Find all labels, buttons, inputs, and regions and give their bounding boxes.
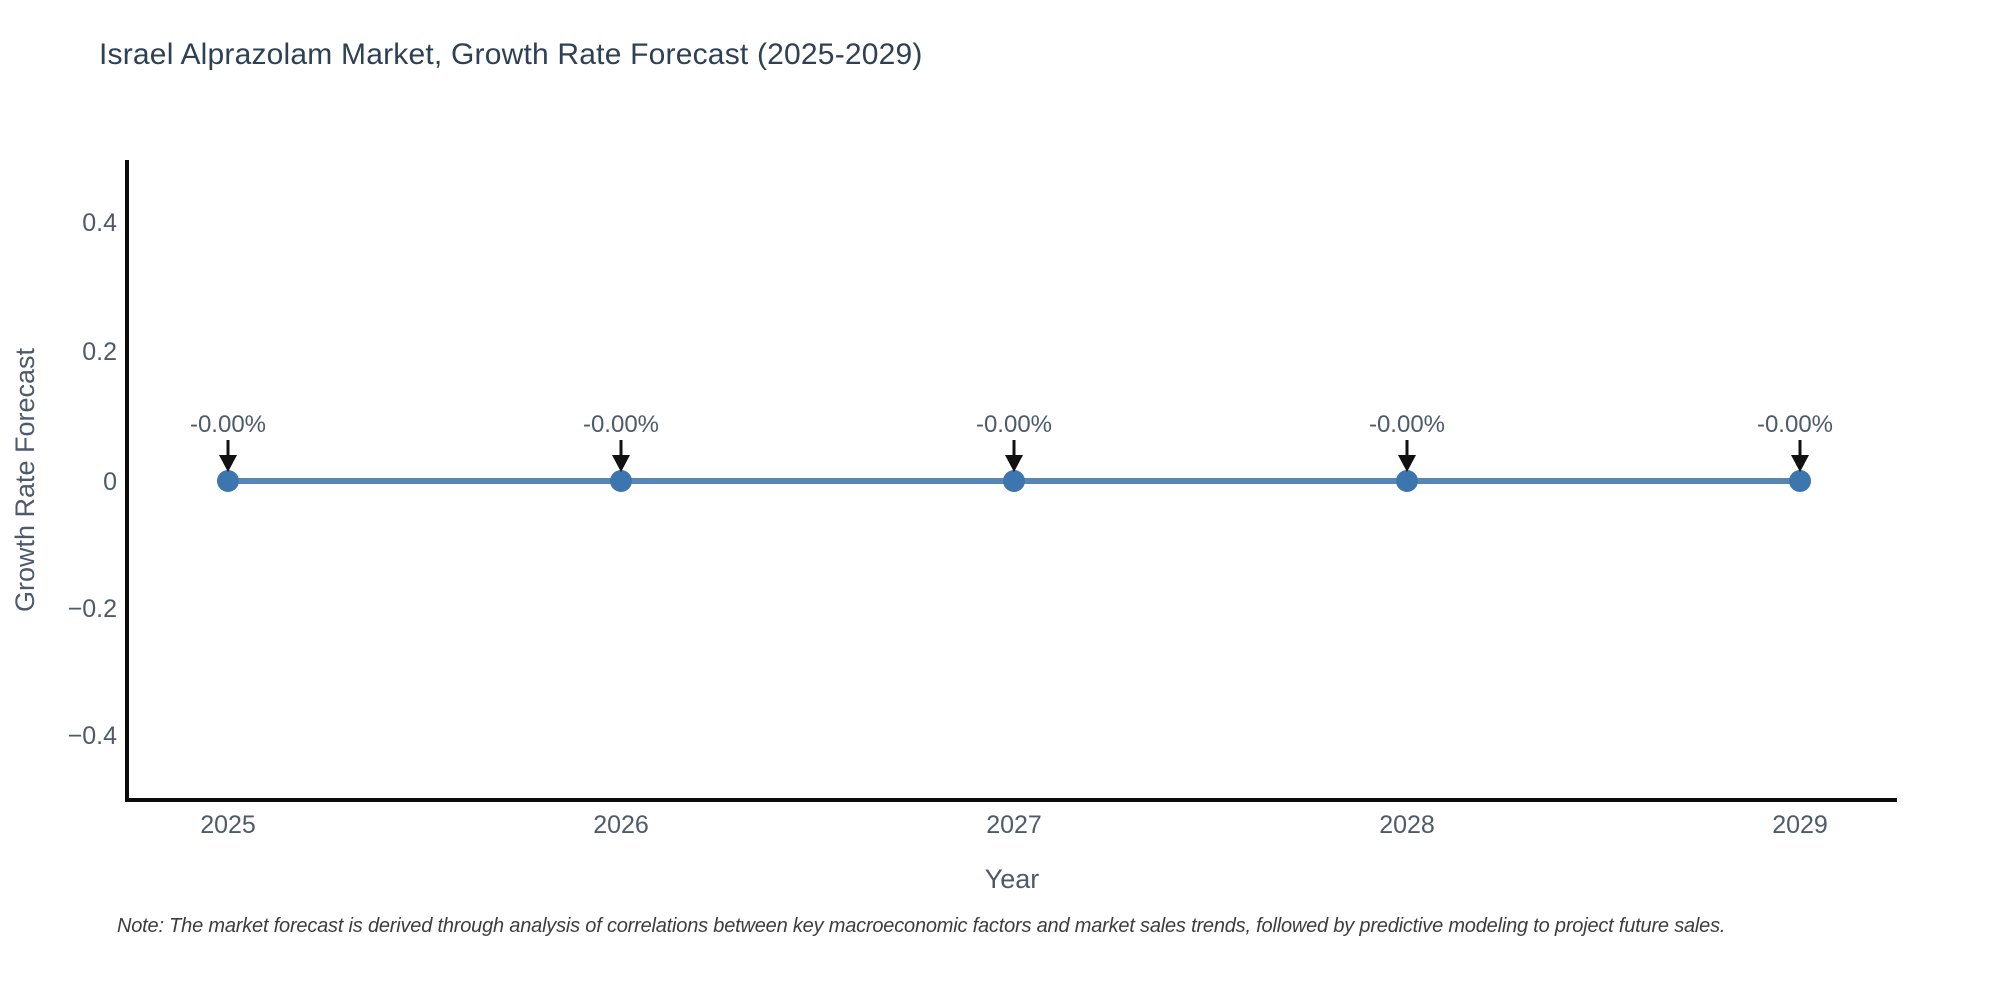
axis-lines bbox=[125, 160, 1897, 802]
annotation-label-2026: -0.00% bbox=[583, 411, 659, 438]
y-tick--0.2: −0.2 bbox=[68, 595, 117, 623]
y-tick--0.4: −0.4 bbox=[68, 722, 117, 750]
annotation-arrow-2029 bbox=[1791, 440, 1809, 472]
data-point-2026[interactable] bbox=[610, 470, 632, 492]
x-tick-2025: 2025 bbox=[200, 811, 256, 839]
annotation-arrow-2025 bbox=[219, 440, 237, 472]
annotation-label-2025: -0.00% bbox=[190, 411, 266, 438]
y-tick-0.4: 0.4 bbox=[82, 209, 117, 237]
annotation-arrow-2026 bbox=[612, 440, 630, 472]
data-point-2027[interactable] bbox=[1003, 470, 1025, 492]
chart-title: Israel Alprazolam Market, Growth Rate Fo… bbox=[99, 38, 923, 71]
annotation-label-2028: -0.00% bbox=[1369, 411, 1445, 438]
data-point-2029[interactable] bbox=[1789, 470, 1811, 492]
x-tick-2026: 2026 bbox=[593, 811, 649, 839]
y-tick-0.2: 0.2 bbox=[82, 338, 117, 366]
annotation-label-2027: -0.00% bbox=[976, 411, 1052, 438]
annotation-arrow-2028 bbox=[1398, 440, 1416, 472]
x-tick-2028: 2028 bbox=[1379, 811, 1435, 839]
x-tick-2029: 2029 bbox=[1772, 811, 1828, 839]
y-tick-0: 0 bbox=[103, 468, 117, 496]
annotation-label-2029: -0.00% bbox=[1757, 411, 1833, 438]
x-tick-2027: 2027 bbox=[986, 811, 1042, 839]
x-axis-title: Year bbox=[985, 864, 1040, 894]
data-point-2025[interactable] bbox=[217, 470, 239, 492]
annotation-arrow-2027 bbox=[1005, 440, 1023, 472]
y-axis-title: Growth Rate Forecast bbox=[10, 347, 40, 612]
footnote: Note: The market forecast is derived thr… bbox=[117, 915, 1726, 937]
data-point-2028[interactable] bbox=[1396, 470, 1418, 492]
